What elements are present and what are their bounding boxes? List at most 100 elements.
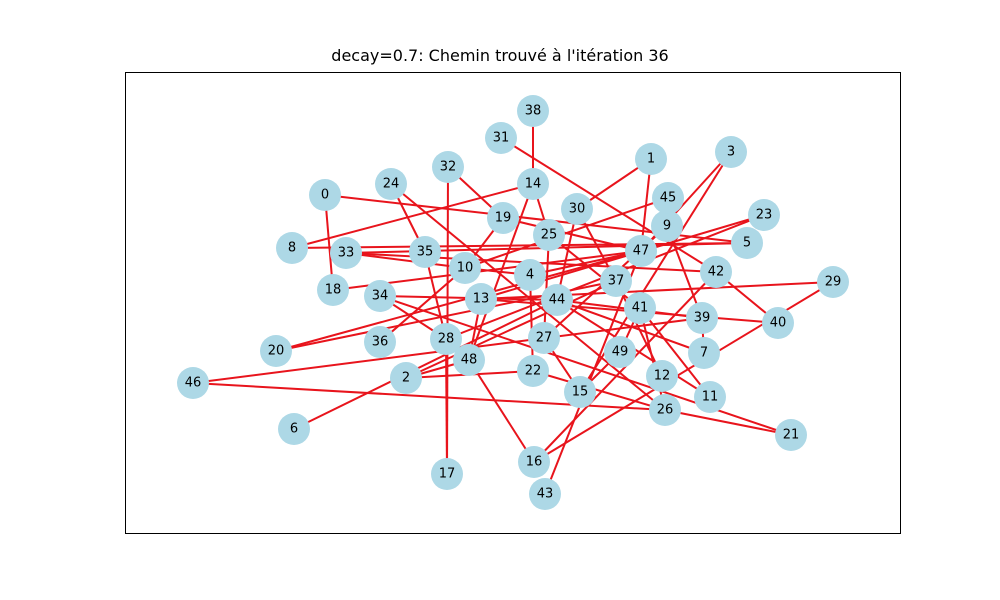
node-label: 37 [608, 274, 625, 289]
node-label: 36 [372, 335, 389, 350]
node-33: 33 [330, 237, 362, 269]
node-circle [528, 322, 560, 354]
node-circle [688, 337, 720, 369]
node-6: 6 [278, 413, 310, 445]
edge-41-11 [639, 307, 711, 398]
node-label: 48 [461, 353, 478, 368]
node-label: 18 [325, 283, 342, 298]
node-label: 31 [493, 131, 510, 146]
node-circle [514, 259, 546, 291]
node-label: 33 [338, 246, 355, 261]
edge-45-10 [464, 197, 669, 269]
node-circle [487, 202, 519, 234]
edge-14-8 [291, 183, 534, 249]
node-circle [635, 143, 667, 175]
node-3: 3 [715, 136, 747, 168]
node-35: 35 [409, 236, 441, 268]
node-circle [390, 362, 422, 394]
node-circle [432, 151, 464, 183]
node-label: 20 [268, 344, 285, 359]
node-circle [260, 335, 292, 367]
node-circle [453, 344, 485, 376]
node-23: 23 [748, 199, 780, 231]
node-label: 8 [288, 241, 296, 256]
edge-5-8 [291, 242, 748, 249]
node-29: 29 [817, 266, 849, 298]
node-circle [694, 381, 726, 413]
node-45: 45 [652, 182, 684, 214]
node-label: 15 [572, 385, 589, 400]
node-circle [317, 274, 349, 306]
node-10: 10 [449, 252, 481, 284]
node-label: 46 [185, 376, 202, 391]
node-label: 4 [526, 268, 534, 283]
node-22: 22 [517, 355, 549, 387]
node-49: 49 [604, 336, 636, 368]
node-36: 36 [364, 326, 396, 358]
node-label: 12 [654, 369, 671, 384]
node-18: 18 [317, 274, 349, 306]
node-circle [330, 237, 362, 269]
node-4: 4 [514, 259, 546, 291]
node-0: 0 [309, 179, 341, 211]
node-label: 2 [402, 371, 410, 386]
node-37: 37 [600, 265, 632, 297]
node-38: 38 [517, 95, 549, 127]
node-label: 49 [612, 345, 629, 360]
node-circle [700, 256, 732, 288]
node-12: 12 [646, 360, 678, 392]
edge-4-47 [529, 250, 642, 276]
node-label: 9 [663, 219, 671, 234]
node-32: 32 [432, 151, 464, 183]
node-5: 5 [731, 227, 763, 259]
node-41: 41 [624, 292, 656, 324]
node-label: 35 [417, 245, 434, 260]
node-label: 32 [440, 160, 457, 175]
node-circle [624, 292, 656, 324]
node-2: 2 [390, 362, 422, 394]
node-label: 22 [525, 364, 542, 379]
node-circle [686, 302, 718, 334]
node-circle [564, 376, 596, 408]
node-circle [651, 210, 683, 242]
node-40: 40 [762, 307, 794, 339]
node-27: 27 [528, 322, 560, 354]
edge-4-22 [529, 274, 534, 372]
node-circle [430, 323, 462, 355]
edge-31-42 [500, 137, 717, 273]
node-48: 48 [453, 344, 485, 376]
node-circle [604, 336, 636, 368]
edge-34-21 [379, 295, 792, 436]
node-circle [775, 419, 807, 451]
node-label: 19 [495, 211, 512, 226]
node-label: 30 [569, 202, 586, 217]
node-circle [465, 283, 497, 315]
edge-28-17 [445, 338, 448, 475]
node-24: 24 [375, 168, 407, 200]
node-label: 34 [372, 289, 389, 304]
node-label: 11 [702, 390, 719, 405]
node-label: 27 [536, 331, 553, 346]
node-15: 15 [564, 376, 596, 408]
node-circle [529, 478, 561, 510]
node-label: 14 [525, 177, 542, 192]
node-circle [518, 446, 550, 478]
edge-22-26 [532, 370, 666, 411]
node-label: 40 [770, 316, 787, 331]
node-34: 34 [364, 280, 396, 312]
node-circle [278, 413, 310, 445]
figure-title: decay=0.7: Chemin trouvé à l'itération 3… [331, 46, 669, 65]
node-circle [375, 168, 407, 200]
node-label: 3 [727, 145, 735, 160]
node-circle [748, 199, 780, 231]
node-circle [517, 168, 549, 200]
node-circle [409, 236, 441, 268]
node-circle [731, 227, 763, 259]
node-17: 17 [431, 458, 463, 490]
node-47: 47 [625, 235, 657, 267]
node-circle [517, 355, 549, 387]
edge-48-16 [468, 359, 535, 463]
node-20: 20 [260, 335, 292, 367]
edge-10-36 [379, 267, 466, 343]
